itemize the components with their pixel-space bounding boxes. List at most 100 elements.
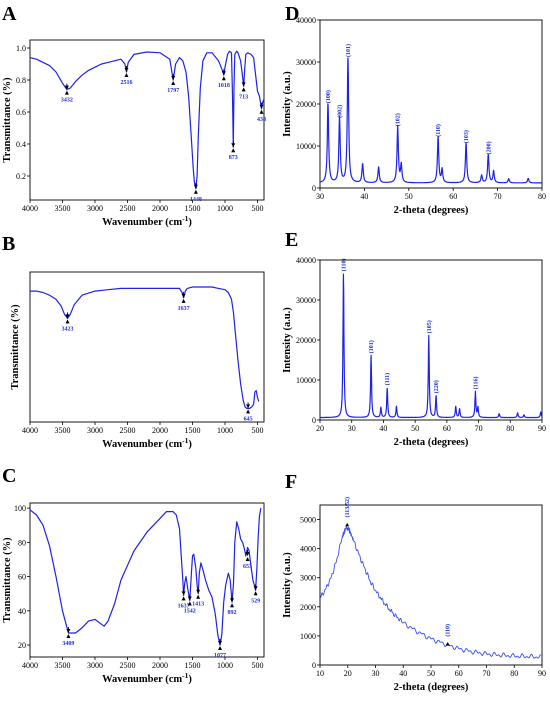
panel-label-c: C: [2, 465, 16, 487]
annotation-arrow-head: [193, 189, 198, 194]
y-tick-label: 0.6: [16, 108, 26, 117]
x-tick-label: 2000: [152, 426, 168, 435]
y-tick-label: 4000: [300, 545, 316, 554]
series-line: [30, 286, 260, 409]
y-axis-title: Intensity (a.u.): [282, 307, 293, 373]
annotation-arrow-head: [345, 522, 350, 527]
peak-annotation: 438: [257, 117, 266, 123]
peak-annotation: 645: [244, 416, 253, 422]
peak-annotation: (200): [485, 141, 492, 154]
x-tick-label: 80: [510, 669, 518, 678]
x-tick-label: 20: [344, 669, 352, 678]
peak-annotation: (002): [337, 105, 344, 118]
x-tick-label: 3500: [55, 661, 71, 670]
x-tick-label: 70: [483, 669, 491, 678]
chart-panel-e: E 20 30 40 50 60 70 80 90 0 10000 20000 30000 40000 2-…: [282, 229, 546, 448]
x-tick-label: 1000: [217, 204, 233, 213]
x-tick-label: 1500: [185, 204, 201, 213]
peak-annotation: (220): [433, 380, 440, 393]
x-tick-label: 2500: [120, 426, 136, 435]
peak-annotation: (100): [325, 90, 332, 103]
plot-frame: [319, 259, 543, 421]
chart-panel-c: C 4000 3500 3000 2500 2000 1500 1000 500 20 40 60 80…: [2, 465, 265, 685]
x-tick-label: 30: [372, 669, 380, 678]
peak-annotation: 892: [228, 610, 237, 616]
y-tick-label: 0: [312, 184, 316, 193]
annotation-arrow-head: [245, 552, 250, 557]
series-line: [319, 57, 543, 184]
annotation-arrow-head: [246, 409, 251, 414]
annotation-arrow-head: [66, 634, 71, 639]
x-tick-label: 1000: [217, 661, 233, 670]
peak-annotation: 873: [229, 155, 238, 161]
x-tick-label: 500: [252, 426, 264, 435]
x-tick-label: 80: [506, 424, 514, 433]
y-tick-label: 60: [18, 573, 26, 582]
x-tick-label: 60: [443, 424, 451, 433]
x-axis-title-superscript: -1: [182, 436, 188, 445]
annotation-arrow-head: [230, 598, 235, 603]
series-line: [29, 508, 262, 646]
peak-annotation: (111): [384, 373, 391, 385]
annotation-arrow-head: [245, 557, 250, 562]
annotation-arrow-head: [221, 76, 226, 81]
y-tick-label: 20000: [296, 336, 316, 345]
x-tick-label: 3000: [87, 661, 103, 670]
y-axis-title: Intensity (a.u.): [282, 552, 293, 618]
x-tick-label: 3500: [55, 426, 71, 435]
peak-annotation: 3423: [62, 326, 74, 332]
peak-annotation: 3432: [61, 98, 73, 104]
annotation-arrow-head: [221, 71, 226, 76]
annotation-arrow-head: [65, 319, 70, 324]
annotation-arrow-head: [253, 591, 258, 596]
annotation-arrow-head: [65, 314, 70, 319]
annotation-arrow-head: [171, 76, 176, 80]
x-tick-label: 40: [360, 192, 368, 201]
x-tick-label: 80: [538, 192, 546, 201]
peak-annotation: 653: [243, 564, 252, 570]
annotation-arrow-head: [64, 90, 69, 95]
x-tick-label: 90: [538, 424, 546, 433]
x-tick-label: 40: [379, 424, 387, 433]
annotation-arrow-head: [241, 82, 246, 87]
peak-annotation: 3409: [62, 641, 74, 647]
x-tick-label: 2000: [152, 204, 168, 213]
x-tick-label: 4000: [22, 661, 38, 670]
annotation-arrow-head: [217, 641, 222, 646]
x-axis-title: Wavenumber (cm-1): [102, 436, 192, 450]
y-axis-title: Intensity (a.u.): [282, 71, 293, 137]
annotation-arrow-head: [196, 594, 201, 599]
panel-label-a: A: [2, 3, 17, 25]
annotation-arrow-head: [181, 596, 186, 601]
y-tick-label: 30000: [296, 296, 316, 305]
y-tick-label: 0.2: [16, 172, 26, 181]
x-tick-label: 500: [252, 204, 264, 213]
x-axis-title: 2-theta (degrees): [394, 205, 469, 216]
plot-frame: [29, 271, 265, 423]
y-tick-label: 20: [18, 641, 26, 650]
peak-annotation: 2516: [120, 80, 132, 86]
y-tick-label: 30000: [296, 58, 316, 67]
x-tick-label: 40: [399, 669, 407, 678]
annotation-arrow-head: [253, 586, 258, 591]
y-tick-label: 1.0: [16, 44, 26, 53]
peak-annotation: 1018: [218, 83, 230, 89]
annotation-arrow-head: [181, 293, 186, 298]
annotation-arrow-head: [259, 109, 264, 114]
peak-annotation: (101): [368, 340, 375, 353]
x-tick-label: 3500: [55, 204, 71, 213]
y-axis-title: Transmittance (%): [2, 537, 13, 623]
y-tick-label: 40000: [296, 256, 316, 265]
x-axis-title-superscript: -1: [182, 671, 188, 680]
x-tick-label: 50: [427, 669, 435, 678]
x-tick-label: 1500: [185, 426, 201, 435]
series-line: [319, 273, 543, 419]
peak-annotation: (101): [345, 44, 352, 57]
peak-annotation: (102): [395, 113, 402, 126]
panel-label-e: E: [285, 229, 298, 251]
annotation-arrow-head: [181, 298, 186, 303]
x-tick-label: 50: [411, 424, 419, 433]
peak-annotation: 1077: [214, 653, 226, 659]
y-tick-label: 0.8: [16, 76, 26, 85]
